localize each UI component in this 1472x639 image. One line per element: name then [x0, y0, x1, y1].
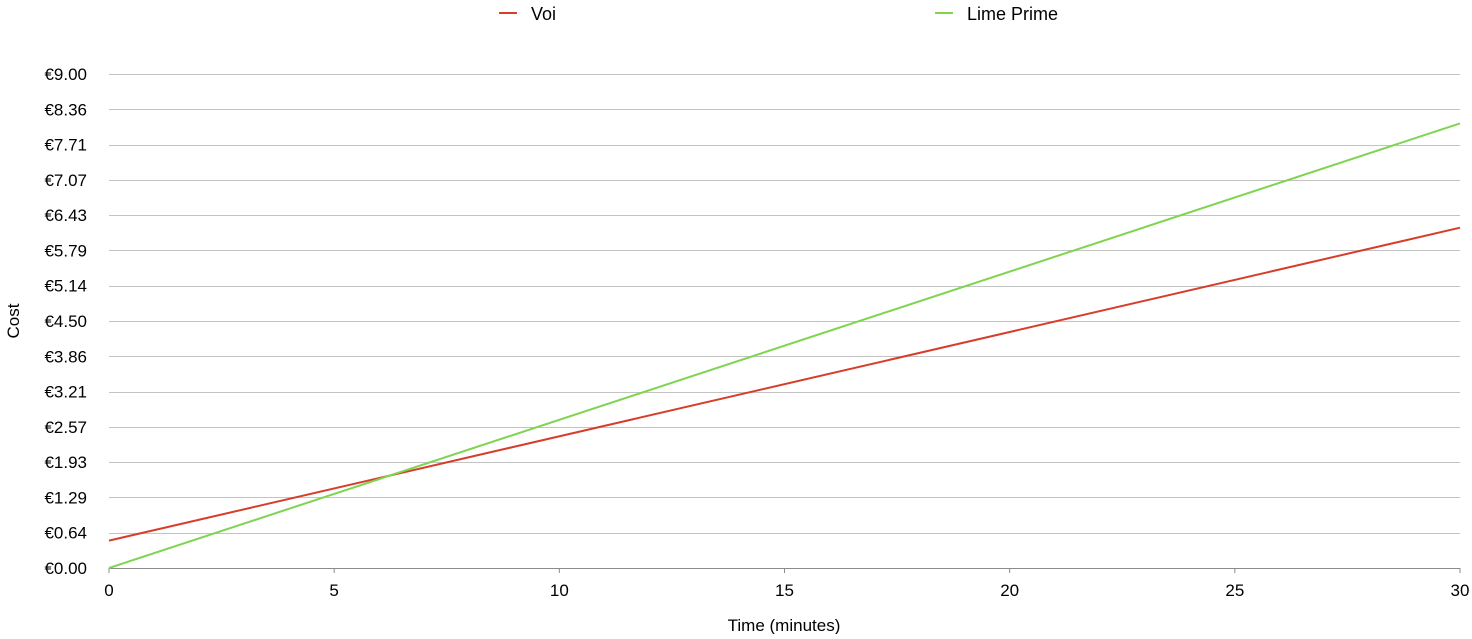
y-tick-label: €0.00: [44, 559, 87, 578]
x-tick-label: 15: [775, 581, 794, 600]
y-tick-label: €1.93: [44, 453, 87, 472]
y-tick-label: €9.00: [44, 65, 87, 84]
x-tick-label: 5: [329, 581, 338, 600]
legend-label: Lime Prime: [967, 4, 1058, 24]
y-tick-label: €6.43: [44, 206, 87, 225]
x-tick-label: 20: [1000, 581, 1019, 600]
gridlines: [109, 74, 1460, 569]
x-axis-ticks: 0 5 10 15 20 25 30: [104, 568, 1469, 600]
y-tick-label: €5.79: [44, 241, 87, 260]
y-tick-label: €3.21: [44, 383, 87, 402]
legend-item-lime-prime: Lime Prime: [935, 4, 1058, 24]
y-axis-label: Cost: [4, 303, 23, 338]
y-tick-label: €4.50: [44, 312, 87, 331]
y-tick-label: €7.71: [44, 136, 87, 155]
x-tick-label: 30: [1451, 581, 1470, 600]
y-tick-label: €3.86: [44, 347, 87, 366]
legend: Voi Lime Prime: [499, 4, 1058, 24]
y-tick-label: €0.64: [44, 524, 87, 543]
x-axis-label: Time (minutes): [728, 616, 841, 634]
series-line-voi: [108, 226, 1461, 542]
y-tick-label: €8.36: [44, 100, 87, 119]
y-tick-label: €7.07: [44, 171, 87, 190]
x-tick-label: 0: [104, 581, 113, 600]
series-layer: [108, 122, 1461, 569]
y-tick-label: €5.14: [44, 277, 87, 296]
y-tick-label: €1.29: [44, 488, 87, 507]
x-tick-label: 10: [550, 581, 569, 600]
legend-item-voi: Voi: [499, 4, 556, 24]
y-axis-ticks: €0.00 €0.64 €1.29 €1.93 €2.57 €3.21 €3.86 €4.50…: [44, 65, 87, 578]
y-tick-label: €2.57: [44, 418, 87, 437]
legend-label: Voi: [531, 4, 556, 24]
x-tick-label: 25: [1225, 581, 1244, 600]
series-line-lime-prime: [108, 122, 1461, 569]
